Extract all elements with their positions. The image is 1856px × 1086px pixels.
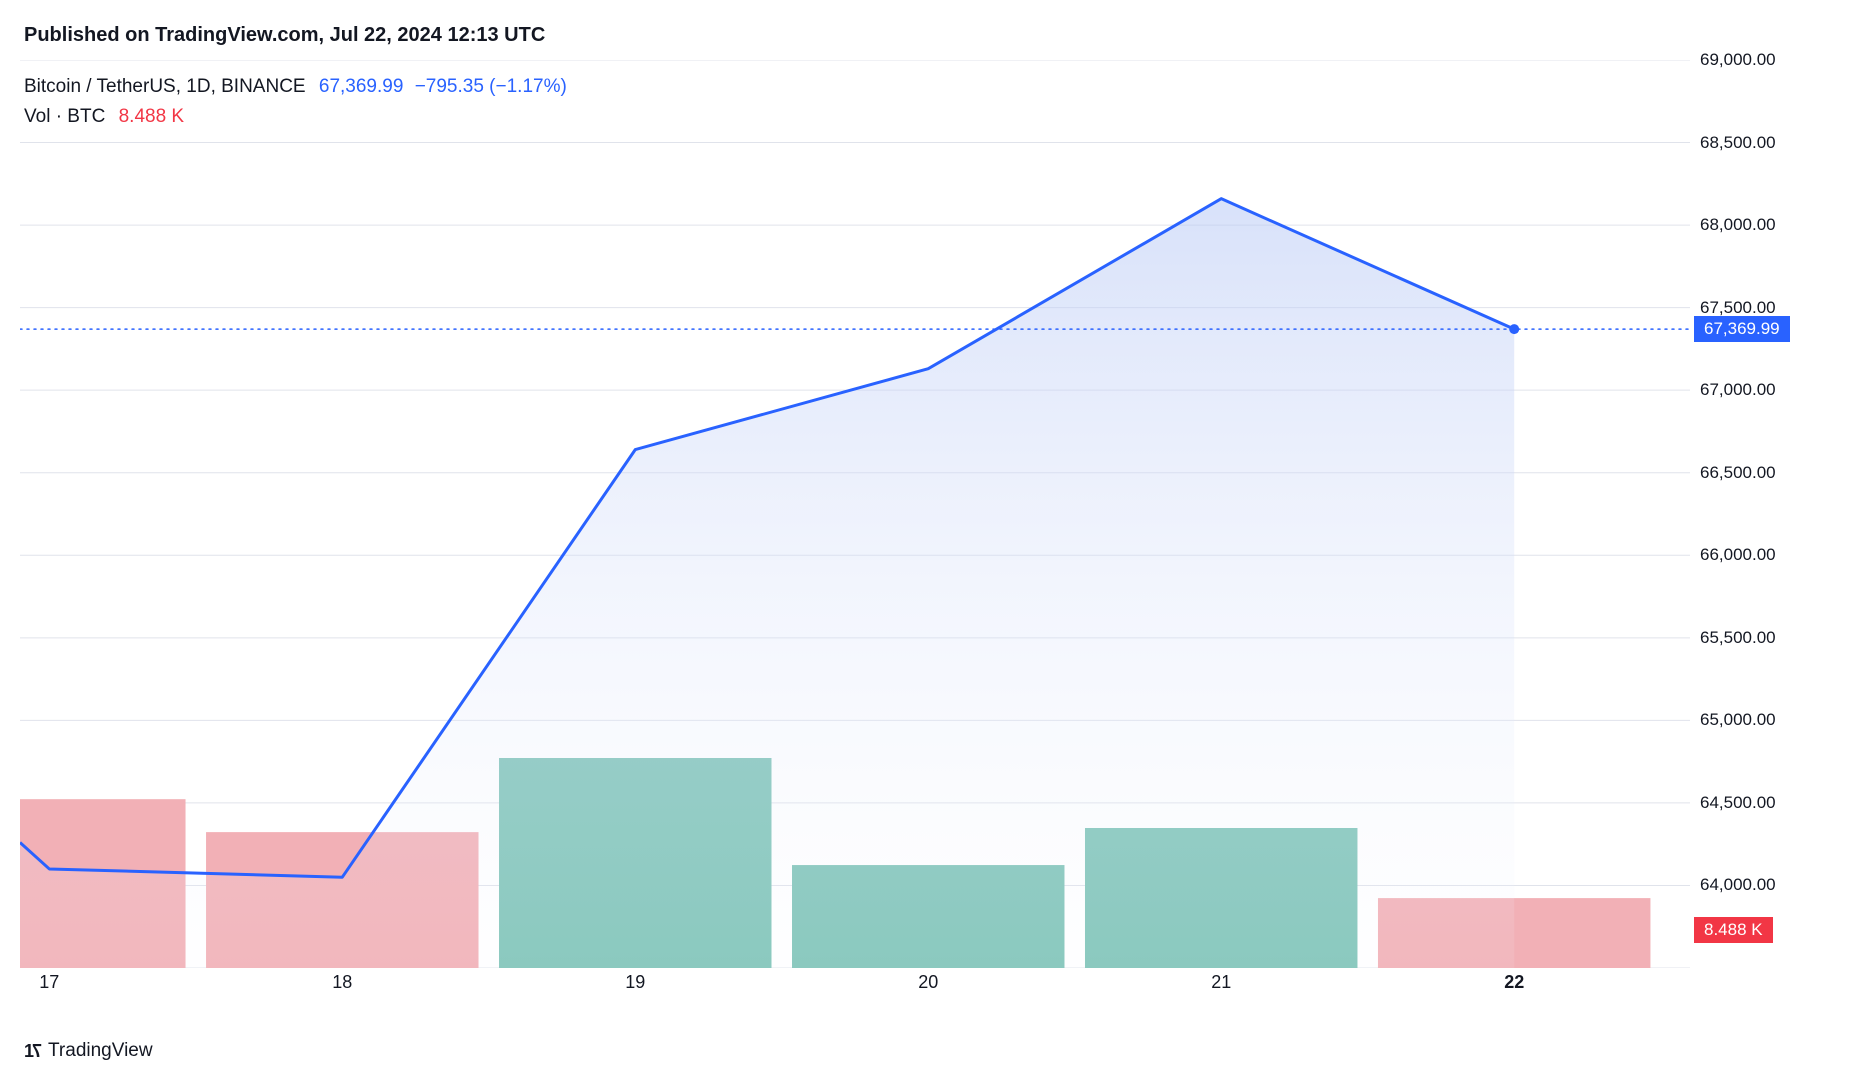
x-axis: 17 18 19 20 21 22	[20, 972, 1690, 1002]
y-tick-label: 68,500.00	[1700, 133, 1776, 153]
y-tick-label: 64,500.00	[1700, 793, 1776, 813]
x-tick-label: 19	[625, 972, 645, 993]
brand-footer: 17 TradingView	[24, 1040, 153, 1062]
y-tick-label: 65,000.00	[1700, 710, 1776, 730]
tradingview-logo-icon: 17	[24, 1041, 42, 1062]
y-tick-label: 64,000.00	[1700, 875, 1776, 895]
x-tick-label: 22	[1504, 972, 1524, 993]
published-header: Published on TradingView.com, Jul 22, 20…	[24, 24, 545, 47]
y-tick-label: 67,000.00	[1700, 380, 1776, 400]
y-tick-label: 66,000.00	[1700, 545, 1776, 565]
y-tick-label: 68,000.00	[1700, 215, 1776, 235]
x-tick-label: 21	[1211, 972, 1231, 993]
x-tick-label: 20	[918, 972, 938, 993]
chart-svg	[20, 60, 1690, 968]
y-tick-label: 69,000.00	[1700, 50, 1776, 70]
x-tick-label: 17	[39, 972, 59, 993]
x-tick-label: 18	[332, 972, 352, 993]
y-tick-label: 65,500.00	[1700, 628, 1776, 648]
y-axis: 69,000.0068,500.0068,000.0067,500.0067,0…	[1700, 60, 1840, 968]
y-tick-label: 66,500.00	[1700, 463, 1776, 483]
brand-name: TradingView	[48, 1040, 153, 1062]
price-chart[interactable]	[20, 60, 1690, 968]
y-tick-label: 67,500.00	[1700, 298, 1776, 318]
volume-badge: 8.488 K	[1694, 917, 1773, 943]
price-badge: 67,369.99	[1694, 316, 1790, 342]
